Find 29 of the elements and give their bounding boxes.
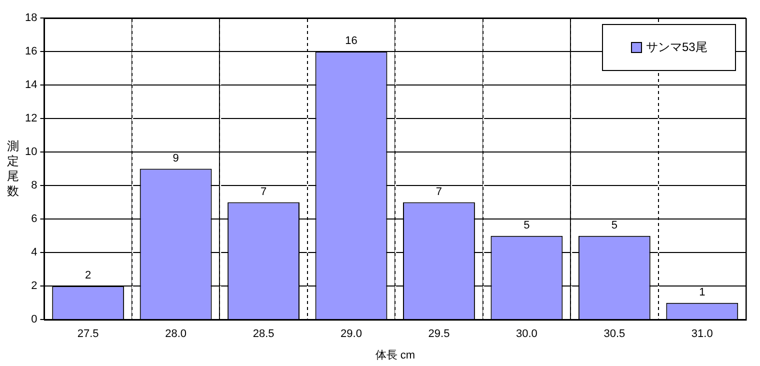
x-tick-label: 28.0: [165, 328, 187, 340]
data-label: 16: [345, 35, 358, 48]
y-tick-label: 16: [24, 46, 38, 58]
data-label: 9: [172, 152, 179, 164]
x-tick-label: 30.0: [516, 328, 538, 340]
y-tick-label: 18: [24, 12, 38, 24]
data-label: 5: [611, 219, 618, 232]
data-label: 1: [699, 286, 706, 298]
data-label: 5: [524, 219, 530, 232]
y-tick-label: 6: [31, 213, 38, 226]
x-tick-label: 29.5: [428, 328, 450, 340]
x-tick-label: 27.5: [77, 328, 99, 340]
x-tick-label: 30.5: [604, 328, 626, 340]
legend-label: サンマ53尾: [646, 39, 708, 56]
y-tick-label: 10: [24, 146, 38, 158]
y-tick-label: 0: [31, 314, 38, 326]
x-axis-title: 体長 cm: [375, 349, 415, 362]
y-tick-label: 14: [24, 79, 38, 92]
y-tick-label: 8: [31, 180, 38, 192]
y-tick-label: 12: [24, 112, 38, 125]
data-label: 7: [436, 186, 442, 198]
y-axis-title: 測定尾数: [6, 138, 20, 199]
x-tick-label: 29.0: [340, 328, 362, 340]
data-label: 2: [85, 270, 92, 282]
x-tick-label: 28.5: [252, 328, 274, 340]
data-label: 7: [260, 186, 267, 198]
y-tick-label: 2: [31, 280, 38, 292]
y-tick-label: 4: [31, 246, 38, 259]
x-tick-label: 31.0: [691, 328, 713, 340]
